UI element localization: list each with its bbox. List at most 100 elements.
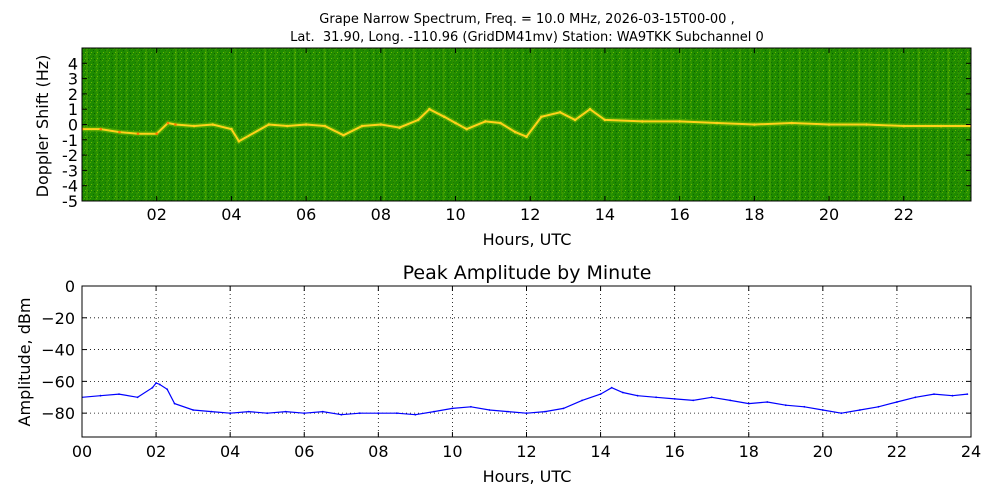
amplitude-point: [673, 398, 676, 400]
spectrogram-stripe: [155, 48, 158, 201]
spectrogram-y-tick-label: -2: [62, 146, 78, 165]
amplitude-x-tick-label: 06: [294, 442, 314, 461]
doppler-point: [443, 115, 446, 119]
doppler-trace-layer: [82, 106, 971, 145]
doppler-point: [484, 120, 487, 123]
spectrogram-stripe: [541, 48, 544, 201]
doppler-point: [237, 140, 241, 143]
spectrogram-stripe: [115, 48, 118, 201]
amplitude-point: [933, 393, 935, 395]
amplitude-point: [451, 407, 454, 410]
amplitude-x-tick-label: 18: [739, 442, 759, 461]
amplitude-y-tick-label: −80: [41, 404, 75, 423]
amplitude-y-tick-label: −20: [41, 309, 75, 328]
doppler-point: [939, 124, 943, 128]
doppler-point: [525, 135, 528, 138]
spectrogram-stripe: [145, 48, 148, 201]
amplitude-point: [470, 405, 472, 408]
spectrogram-y-label: Doppler Shift (Hz): [33, 55, 52, 198]
amplitude-point: [877, 405, 880, 408]
amplitude-point: [610, 386, 613, 389]
spectrogram-y-tick-label: -1: [62, 131, 78, 150]
spectrogram-stripe: [680, 48, 682, 201]
spectrogram-x-tick-label: 10: [445, 205, 465, 224]
spectrogram-stripe: [581, 48, 583, 201]
spectrogram-stripe: [244, 48, 247, 201]
amplitude-point: [766, 401, 769, 403]
doppler-point: [514, 130, 517, 134]
amplitude-point: [151, 386, 154, 389]
amplitude-point: [914, 396, 917, 399]
amplitude-x-tick-label: 02: [146, 442, 166, 461]
amplitude-background: [82, 286, 971, 437]
amplitude-point: [821, 409, 824, 411]
spectrogram-stripe: [590, 48, 593, 201]
spectrogram-x-tick-label: 04: [221, 205, 241, 224]
spectrogram-x-tick-label: 08: [371, 205, 391, 224]
spectrogram-x-tick-label: 12: [520, 205, 540, 224]
amplitude-point: [803, 405, 806, 408]
amplitude-x-tick-label: 16: [664, 442, 684, 461]
amplitude-point: [544, 410, 546, 413]
doppler-point: [454, 121, 457, 125]
doppler-point: [230, 127, 233, 131]
amplitude-point: [859, 409, 861, 411]
spectrogram-stripe: [254, 48, 257, 201]
amplitude-point: [966, 393, 969, 395]
spectrogram-stripe: [600, 48, 603, 201]
amplitude-point: [396, 412, 398, 415]
spectrogram-y-tick-label: -4: [62, 177, 78, 196]
doppler-point: [558, 111, 562, 114]
spectrogram-x-tick-label: 16: [669, 205, 689, 224]
amplitude-point: [358, 412, 361, 415]
doppler-point: [192, 124, 196, 128]
doppler-point: [166, 121, 170, 125]
amplitude-panel: Peak Amplitude by Minute 00 02 04 06 08 10 12 1…: [15, 262, 981, 486]
amplitude-point: [433, 410, 435, 413]
doppler-point: [540, 115, 543, 119]
doppler-point: [790, 121, 793, 125]
spectrogram-x-tick-label: 20: [819, 205, 839, 224]
spectrogram-x-tick-label: 06: [296, 205, 316, 224]
amplitude-point: [896, 401, 898, 403]
amplitude-x-tick-label: 20: [813, 442, 833, 461]
spectrogram-y-tick-label: 0: [68, 116, 78, 135]
spectrogram-x-tick-label: 18: [744, 205, 764, 224]
amplitude-x-axis: 00 02 04 06 08 10 12 14 16 18 20 22 24: [72, 286, 981, 461]
doppler-point: [499, 121, 502, 125]
spectrogram-x-axis: 02 04 06 08 10 12 14 16 18 20 22: [147, 48, 914, 224]
doppler-point: [827, 123, 831, 126]
amplitude-point: [621, 391, 624, 394]
amplitude-point: [173, 402, 176, 405]
amplitude-point: [321, 410, 324, 413]
spectrogram-stripe: [125, 48, 128, 201]
amplitude-point: [377, 412, 380, 415]
spectrogram-y-tick-label: 3: [68, 70, 78, 89]
amplitude-point: [655, 396, 657, 399]
spectrogram-stripe: [353, 48, 356, 201]
doppler-point: [465, 127, 469, 131]
amplitude-point: [266, 412, 269, 415]
amplitude-point: [340, 413, 343, 416]
amplitude-point: [136, 396, 139, 399]
spectrogram-stripe: [412, 48, 415, 201]
amplitude-title: Peak Amplitude by Minute: [403, 262, 652, 284]
amplitude-series-layer: [82, 382, 969, 416]
amplitude-y-tick-label: −40: [41, 341, 75, 360]
doppler-point: [603, 118, 607, 122]
spectrogram-stripe: [511, 48, 514, 201]
doppler-point: [304, 123, 308, 126]
spectrogram-stripe: [432, 48, 435, 201]
amplitude-point: [729, 399, 732, 402]
amplitude-y-axis: 0 −20 −40 −60 −80: [41, 277, 971, 423]
spectrogram-stripe: [135, 48, 138, 201]
doppler-point: [360, 124, 364, 128]
amplitude-point: [166, 388, 169, 391]
spectrogram-x-tick-label: 22: [894, 205, 914, 224]
doppler-point: [118, 130, 121, 134]
doppler-point: [155, 132, 158, 135]
spectrogram-stripe: [422, 48, 425, 201]
